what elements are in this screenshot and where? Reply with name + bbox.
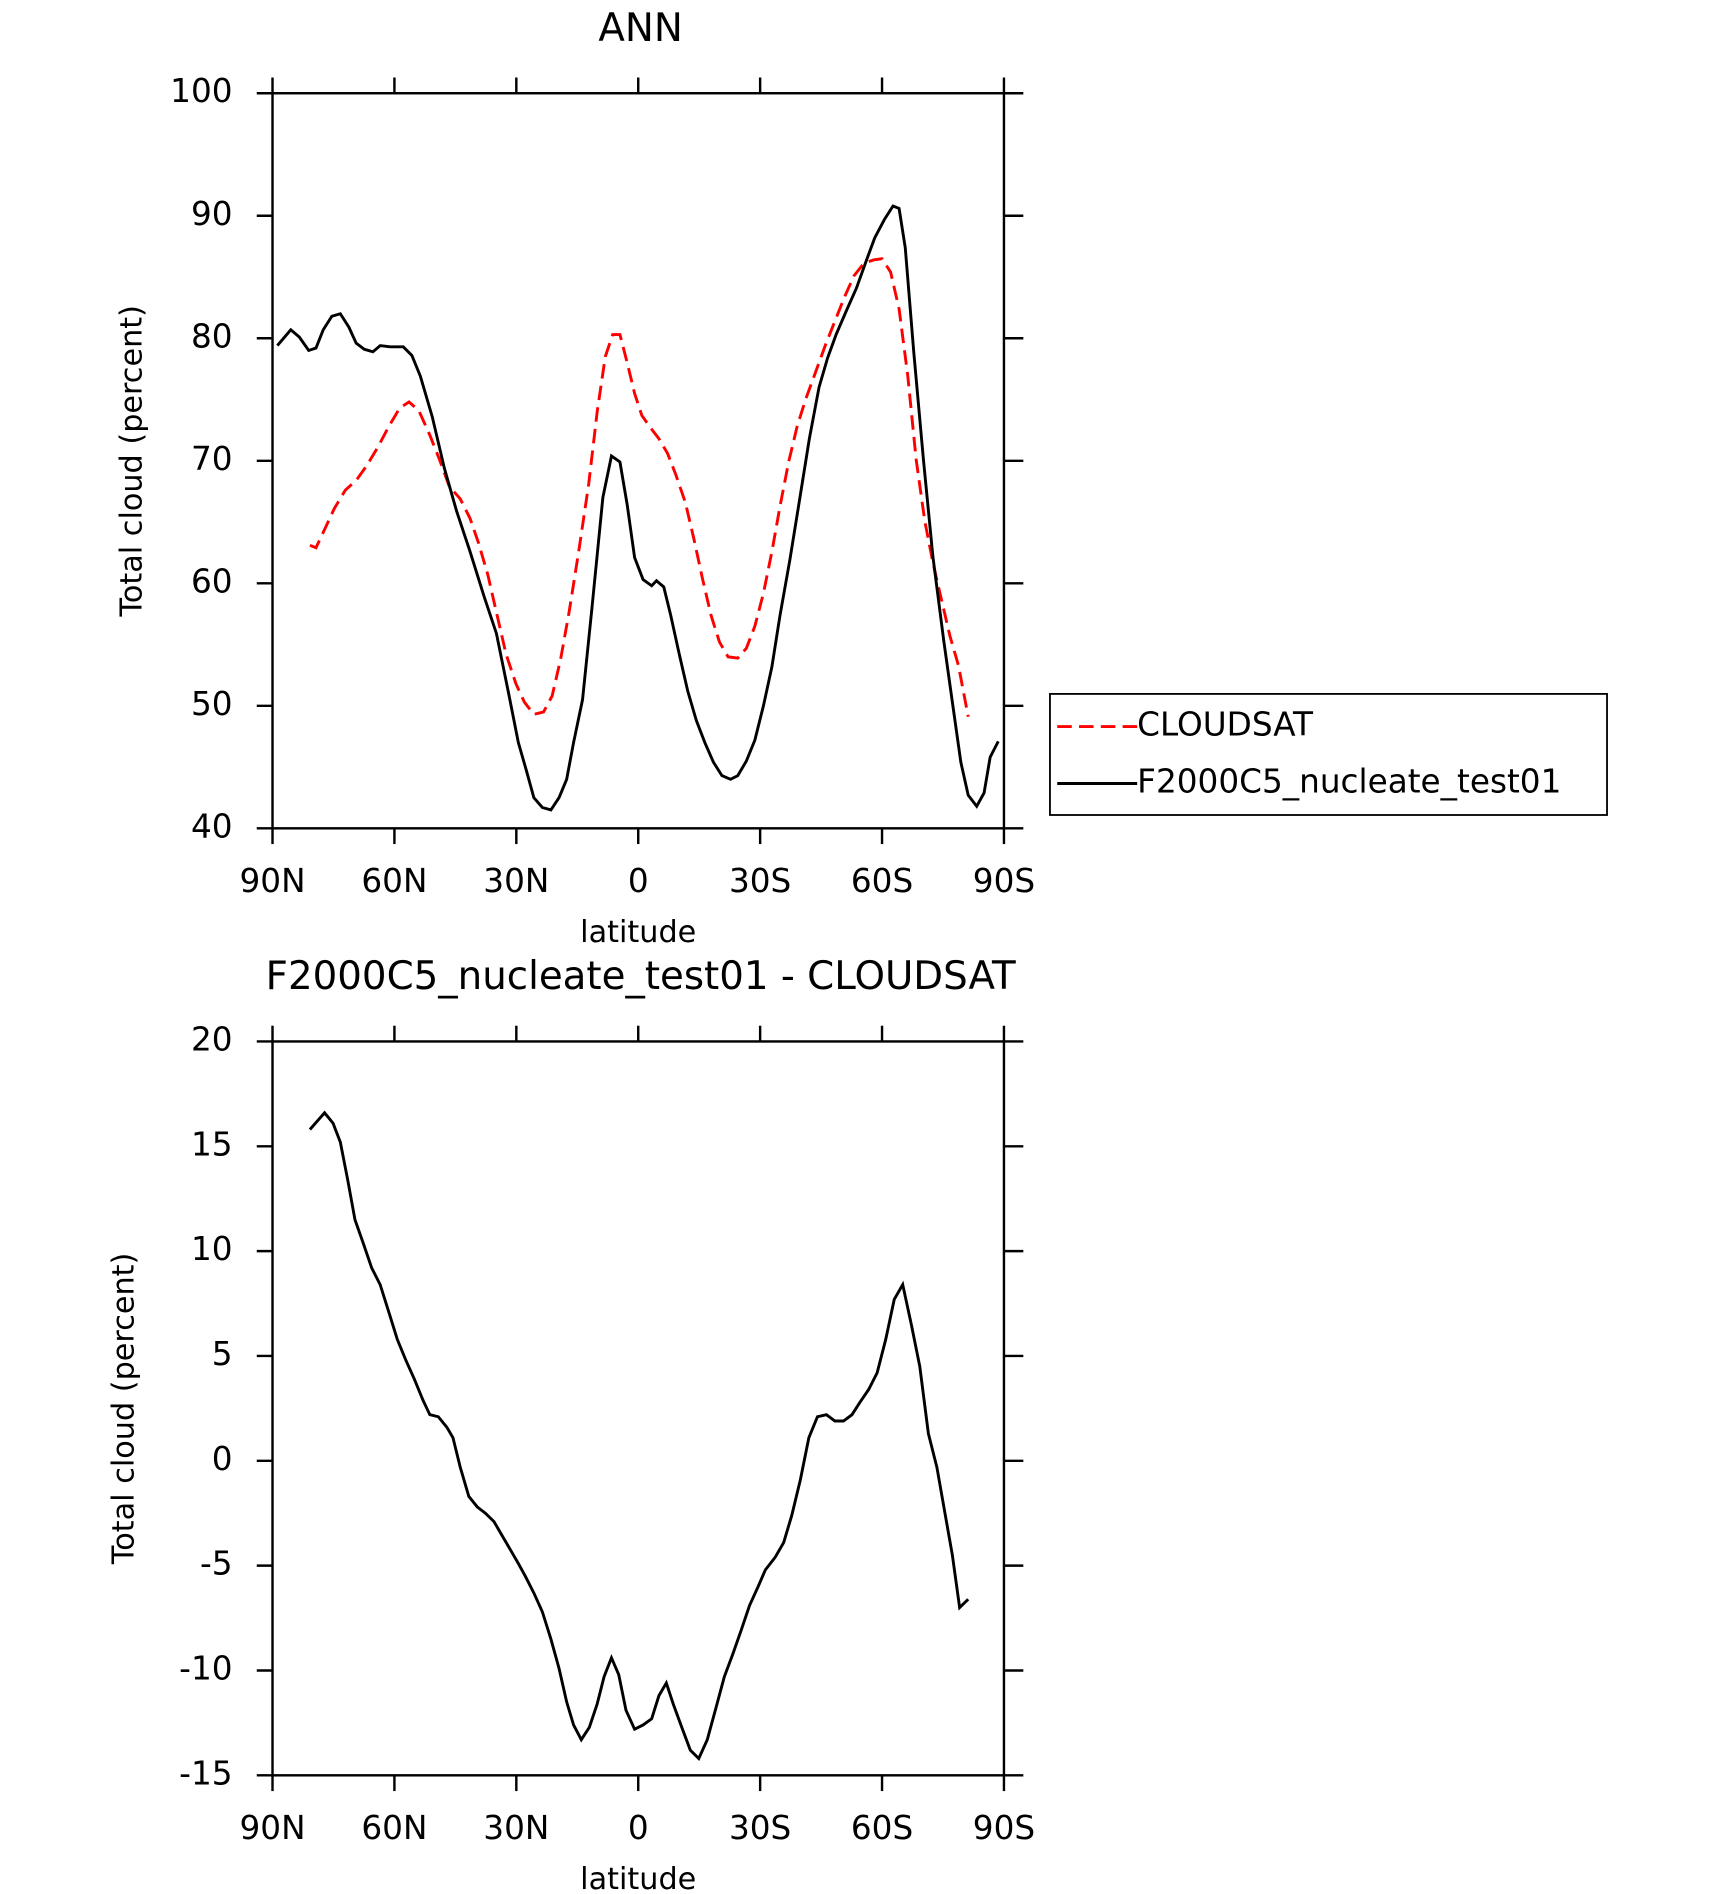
y-axis-label: Total cloud (percent) [115, 305, 150, 617]
x-tick-label: 60N [361, 862, 427, 900]
plot-frame [271, 1040, 1006, 1777]
chart-title: F2000C5_nucleate_test01 - CLOUDSAT [266, 954, 1016, 999]
y-tick-label: 15 [191, 1125, 233, 1163]
series-line [309, 257, 970, 718]
y-tick-label: 0 [212, 1440, 233, 1478]
x-tick-label: 90N [239, 862, 305, 900]
x-tick-label: 90S [973, 1809, 1035, 1847]
x-tick-label: 30S [729, 862, 791, 900]
x-tick-label: 0 [628, 1809, 649, 1847]
y-tick-label: 20 [191, 1020, 233, 1058]
x-tick-label: 0 [628, 862, 649, 900]
chart-title: ANN [598, 6, 682, 51]
y-axis-label: Total cloud (percent) [106, 1253, 141, 1565]
x-tick-label: 30S [729, 1809, 791, 1847]
x-tick-label: 90N [239, 1809, 305, 1847]
y-tick-label: -10 [179, 1649, 232, 1687]
y-tick-label: 80 [191, 317, 233, 355]
series-line [276, 204, 1000, 812]
legend-label: CLOUDSAT [1137, 706, 1314, 744]
x-tick-label: 60S [851, 862, 913, 900]
y-tick-label: 10 [191, 1230, 233, 1268]
y-tick-label: 40 [191, 807, 233, 845]
y-tick-label: 5 [212, 1335, 233, 1373]
y-tick-label: -5 [200, 1545, 233, 1583]
y-tick-label: 50 [191, 685, 233, 723]
y-tick-label: 100 [170, 72, 232, 110]
x-tick-label: 30N [483, 862, 549, 900]
x-tick-label: 90S [973, 862, 1035, 900]
y-tick-label: -15 [179, 1754, 232, 1792]
legend-label: F2000C5_nucleate_test01 [1137, 763, 1561, 801]
x-axis-label: latitude [580, 915, 696, 950]
y-tick-label: 70 [191, 440, 233, 478]
plot-frame [271, 92, 1006, 830]
series-line [308, 1110, 970, 1761]
legend-box [1049, 692, 1608, 816]
y-tick-label: 90 [191, 195, 233, 233]
x-axis-label: latitude [580, 1862, 696, 1894]
x-tick-label: 30N [483, 1809, 549, 1847]
x-tick-label: 60N [361, 1809, 427, 1847]
x-tick-label: 60S [851, 1809, 913, 1847]
y-tick-label: 60 [191, 562, 233, 600]
